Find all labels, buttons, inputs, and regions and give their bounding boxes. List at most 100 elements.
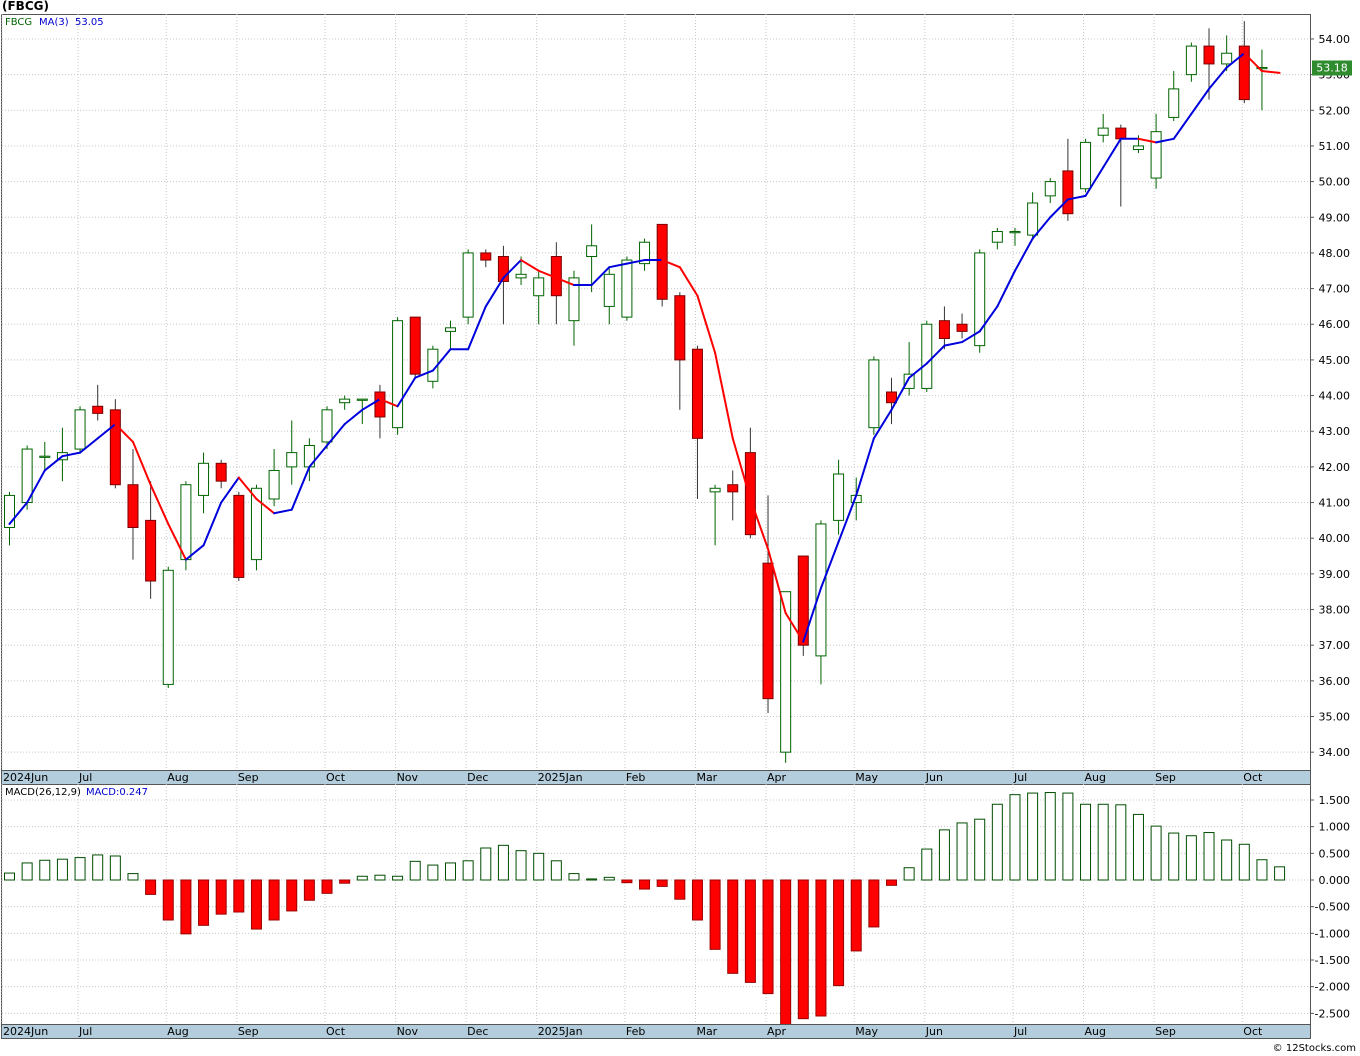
candle-body-up <box>903 373 915 389</box>
candle <box>603 267 615 325</box>
macd-tick-label: -2.500 <box>1315 1007 1350 1020</box>
ma-segment <box>855 437 875 497</box>
candle-body-up <box>974 252 986 347</box>
candle <box>1256 49 1268 111</box>
candle <box>268 449 280 507</box>
macd-bar-positive <box>1256 859 1268 881</box>
ma-segment <box>1066 194 1087 201</box>
ma-segment <box>837 494 858 543</box>
candle-body-up <box>603 273 615 307</box>
macd-bar-negative <box>886 879 897 886</box>
date-label: Apr <box>767 1025 787 1038</box>
macd-tick-label: 1.500 <box>1319 794 1351 807</box>
candle-body-up <box>1044 181 1056 197</box>
candle-body-down <box>727 484 739 493</box>
candle <box>1168 71 1180 121</box>
macd-bar-positive <box>1044 792 1056 881</box>
ma-segment <box>696 294 717 354</box>
candle-body-up <box>321 409 333 443</box>
date-label: 2024Jun <box>3 771 48 784</box>
candle <box>833 459 845 535</box>
candle-body-up <box>286 452 298 468</box>
ma-segment <box>43 455 64 472</box>
candle <box>145 481 157 599</box>
candle-body-up <box>639 241 651 265</box>
macd-bar-positive <box>1132 813 1144 881</box>
date-label: Sep <box>1155 771 1176 784</box>
ma-segment <box>502 259 523 279</box>
candle-body-up <box>356 398 368 401</box>
ma-segment <box>925 344 946 365</box>
macd-bar-positive <box>1274 866 1286 881</box>
candle-body-up <box>568 277 580 322</box>
candle-body-down <box>233 494 245 578</box>
macd-bar-positive <box>109 855 121 881</box>
candle-body-up <box>74 409 86 450</box>
candle-body-up <box>868 359 880 429</box>
ma-segment <box>1243 52 1263 73</box>
macd-bar-negative <box>780 879 792 1028</box>
macd-tick-label: -1.000 <box>1315 927 1350 940</box>
ma-segment <box>625 259 646 265</box>
date-label: Oct <box>1243 1025 1263 1038</box>
candle <box>321 406 333 450</box>
macd-bar-negative <box>727 879 739 974</box>
candle-body-down <box>92 405 104 414</box>
candle <box>480 249 492 268</box>
candle <box>709 484 721 546</box>
candle <box>568 270 580 346</box>
macd-bar-positive <box>603 876 615 881</box>
date-label: Aug <box>167 771 188 784</box>
macd-tick-label: 0.500 <box>1319 847 1351 860</box>
macd-tick-label: -1.500 <box>1315 954 1350 967</box>
candle <box>74 406 86 453</box>
candle <box>109 399 121 489</box>
candle-body-up <box>709 487 721 493</box>
macd-y-axis: 1.500 1.000 0.500 0.000 -0.500 -1.000 -1.500 -2… <box>1310 794 1350 1020</box>
macd-bar-positive <box>374 874 386 881</box>
ma-segment <box>26 469 46 504</box>
candle <box>921 320 933 392</box>
site-credit: © 12Stocks.com <box>1272 1043 1356 1054</box>
macd-bar-negative <box>162 879 174 921</box>
macd-bar-positive <box>568 873 580 881</box>
candle <box>938 306 950 350</box>
date-label: Aug <box>1085 1025 1106 1038</box>
ma-segment <box>290 465 311 511</box>
candle <box>886 377 897 425</box>
macd-bar-positive <box>956 822 968 881</box>
candle <box>1097 113 1109 143</box>
price-tick-label: 34.00 <box>1319 746 1351 759</box>
ma-segment <box>1155 137 1175 144</box>
macd-tick-label: -0.500 <box>1315 901 1350 914</box>
date-label: Jul <box>1013 1025 1027 1038</box>
candles-series <box>4 21 1268 763</box>
date-label: Aug <box>1085 771 1106 784</box>
macd-legend-value: MACD:0.247 <box>86 787 148 798</box>
ma-segment <box>555 276 575 287</box>
candle-body-down <box>215 462 227 482</box>
date-label: May <box>855 771 878 784</box>
macd-bar-positive <box>1009 794 1021 881</box>
candle <box>744 427 756 539</box>
candle <box>392 317 404 435</box>
price-tick-label: 50.00 <box>1319 176 1351 189</box>
candle <box>991 227 1003 250</box>
macd-bar-positive <box>903 867 915 881</box>
macd-bar-negative <box>621 879 633 884</box>
ma-segment <box>1031 216 1052 240</box>
candle-body-down <box>691 348 703 439</box>
candle-body-down <box>956 323 968 332</box>
ma3-line <box>8 52 1281 643</box>
candle <box>1062 138 1074 221</box>
price-tick-label: 42.00 <box>1319 461 1351 474</box>
price-tick-label: 37.00 <box>1319 639 1351 652</box>
candle <box>497 245 509 325</box>
price-tick-label: 38.00 <box>1319 604 1351 617</box>
date-label: Feb <box>626 771 645 784</box>
candle-body-up <box>4 494 15 529</box>
candle <box>215 459 227 489</box>
macd-bar-positive <box>921 848 933 881</box>
candle-body-down <box>374 391 386 418</box>
macd-bar-positive <box>74 857 86 881</box>
